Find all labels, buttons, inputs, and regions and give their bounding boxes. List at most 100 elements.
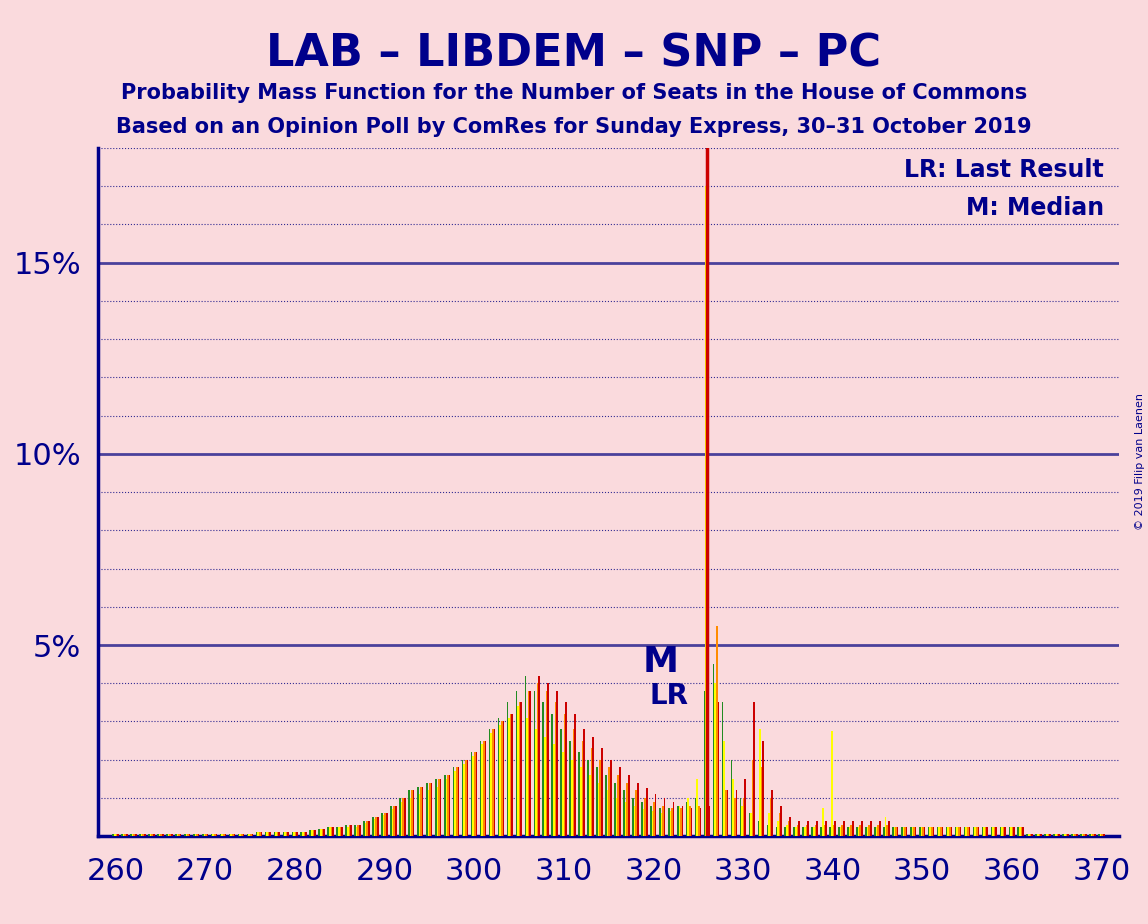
Bar (114, 834, 116, 836)
Bar (922, 827, 924, 836)
Bar (734, 798, 736, 836)
Bar (282, 833, 285, 836)
Bar (646, 788, 647, 836)
Bar (876, 827, 877, 836)
Bar (382, 815, 385, 836)
Bar (483, 741, 484, 836)
Bar (906, 827, 907, 836)
Bar (141, 834, 142, 836)
Bar (347, 827, 349, 836)
Bar (1009, 827, 1010, 836)
Bar (777, 821, 778, 836)
Bar (492, 729, 494, 836)
Bar (445, 779, 447, 836)
Bar (356, 827, 357, 836)
Bar (557, 691, 558, 836)
Bar (295, 833, 296, 836)
Bar (643, 809, 644, 836)
Bar (489, 729, 490, 836)
Bar (589, 775, 590, 836)
Bar (776, 827, 777, 836)
Bar (660, 813, 662, 836)
Bar (967, 827, 969, 836)
Bar (395, 806, 396, 836)
Bar (912, 827, 913, 836)
Bar (713, 664, 714, 836)
Bar (879, 821, 881, 836)
Bar (673, 802, 674, 836)
Bar (618, 775, 619, 836)
Text: LR: Last Result: LR: Last Result (905, 158, 1104, 182)
Bar (610, 760, 612, 836)
Bar (117, 834, 118, 836)
Bar (413, 790, 414, 836)
Bar (628, 775, 629, 836)
Bar (286, 833, 287, 836)
Bar (707, 798, 708, 836)
Bar (426, 783, 427, 836)
Bar (688, 798, 689, 836)
Bar (761, 767, 762, 836)
Bar (1055, 834, 1056, 836)
Bar (615, 798, 618, 836)
Bar (400, 798, 401, 836)
Bar (429, 783, 430, 836)
Bar (359, 825, 360, 836)
Bar (490, 733, 492, 836)
Bar (924, 827, 925, 836)
Bar (804, 827, 806, 836)
Bar (419, 794, 420, 836)
Bar (503, 722, 504, 836)
Bar (608, 767, 610, 836)
Bar (391, 809, 394, 836)
Bar (375, 817, 377, 836)
Bar (509, 718, 510, 836)
Bar (270, 833, 271, 836)
Bar (1091, 834, 1093, 836)
Bar (858, 827, 860, 836)
Bar (123, 834, 124, 836)
Bar (133, 834, 135, 836)
Bar (315, 831, 316, 836)
Bar (551, 714, 553, 836)
Bar (1071, 834, 1073, 836)
Bar (716, 626, 718, 836)
Bar (823, 825, 825, 836)
Bar (659, 808, 660, 836)
Bar (816, 821, 817, 836)
Bar (751, 813, 752, 836)
Bar (449, 775, 450, 836)
Bar (537, 683, 538, 836)
Bar (193, 834, 194, 836)
Bar (960, 827, 961, 836)
Bar (739, 798, 742, 836)
Bar (753, 702, 755, 836)
Bar (752, 760, 753, 836)
Bar (705, 186, 707, 836)
Bar (465, 760, 466, 836)
Bar (501, 722, 503, 836)
Bar (302, 833, 304, 836)
Bar (296, 833, 298, 836)
Bar (730, 760, 732, 836)
Bar (161, 834, 162, 836)
Bar (411, 790, 413, 836)
Bar (259, 833, 261, 836)
Bar (641, 802, 643, 836)
Bar (892, 827, 893, 836)
Bar (937, 827, 938, 836)
Bar (778, 813, 781, 836)
Bar (153, 834, 155, 836)
Bar (471, 752, 472, 836)
Bar (301, 833, 302, 836)
Bar (992, 827, 994, 836)
Bar (874, 827, 876, 836)
Bar (644, 798, 646, 836)
Bar (261, 833, 262, 836)
Bar (144, 834, 146, 836)
Bar (1010, 827, 1011, 836)
Bar (560, 729, 563, 836)
Bar (553, 745, 554, 836)
Bar (991, 827, 992, 836)
Bar (1076, 834, 1078, 836)
